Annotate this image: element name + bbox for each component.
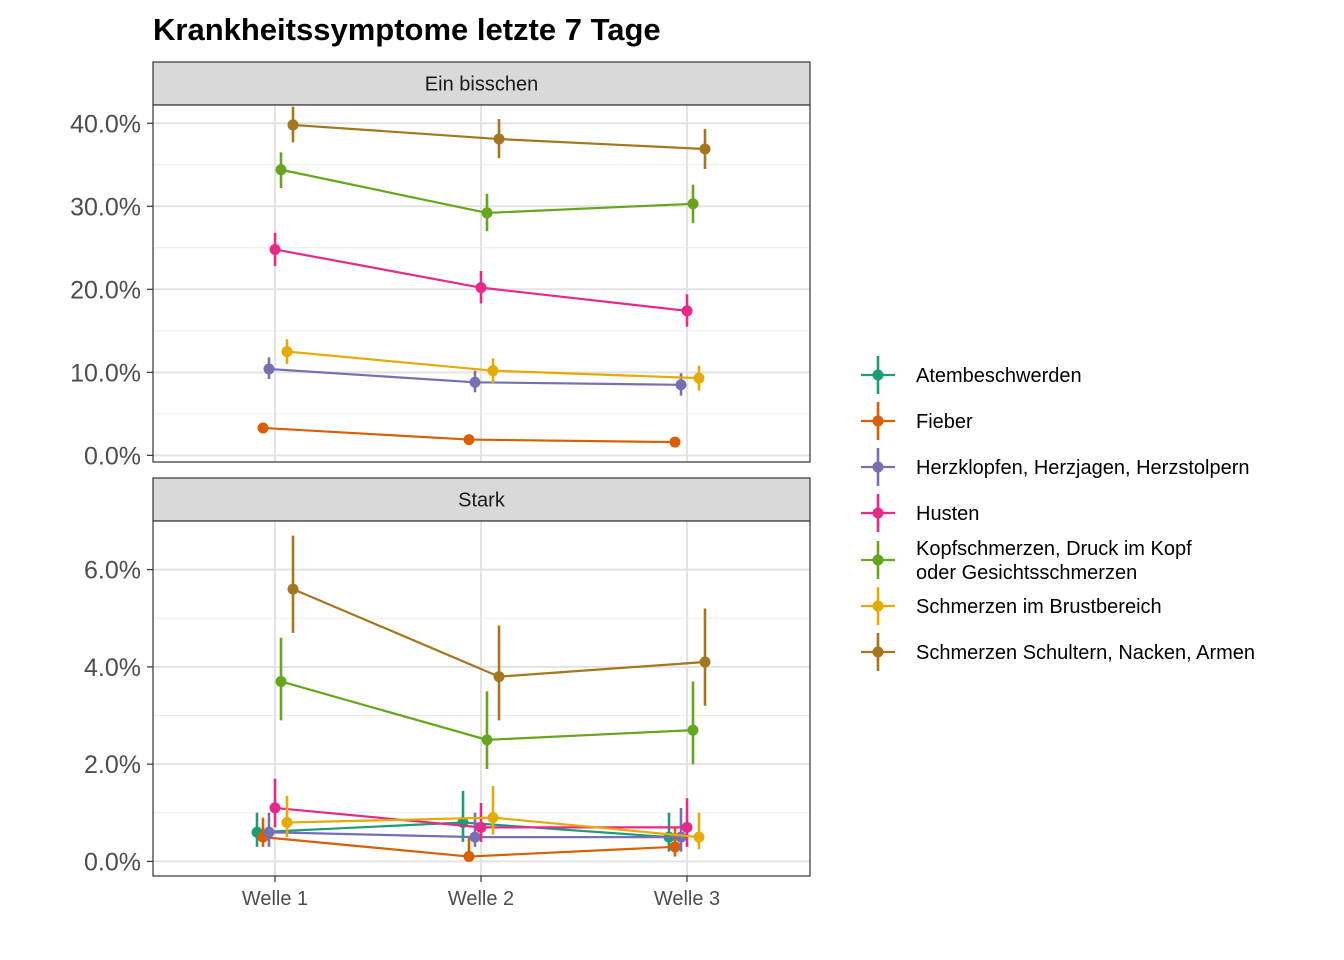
data-point [257, 422, 269, 434]
data-point [287, 583, 299, 595]
legend-item-1: Fieber [861, 402, 973, 440]
data-point [475, 282, 487, 294]
series-3 [269, 232, 693, 327]
data-point [481, 207, 493, 219]
data-point [481, 734, 493, 746]
data-point [493, 671, 505, 683]
strip-background [152, 477, 811, 522]
y-tick-label: 20.0% [70, 276, 141, 304]
data-point [669, 436, 681, 448]
strip-label: Ein bisschen [425, 74, 538, 96]
data-point [263, 826, 275, 838]
y-tick-label: 0.0% [84, 442, 141, 470]
legend-label: Schmerzen Schultern, Nacken, Armen [916, 642, 1255, 664]
series-5 [281, 786, 705, 850]
panel-border [152, 104, 811, 463]
data-point [669, 841, 681, 853]
legend-item-5: Schmerzen im Brustbereich [861, 587, 1162, 625]
data-point [699, 656, 711, 668]
legend-key-point [872, 369, 884, 381]
legend-item-3: Husten [861, 494, 979, 532]
legend-item-2: Herzklopfen, Herzjagen, Herzstolpern [861, 448, 1250, 486]
legend-key-point [872, 646, 884, 658]
data-point [475, 821, 487, 833]
series-6 [287, 106, 711, 169]
legend-label: oder Gesichtsschmerzen [916, 562, 1137, 584]
data-point [693, 831, 705, 843]
series-6 [287, 535, 711, 721]
legend-key-point [872, 461, 884, 473]
legend-key-point [872, 600, 884, 612]
data-point [275, 164, 287, 176]
data-point [675, 831, 687, 843]
y-tick-label: 2.0% [84, 751, 141, 779]
series-3 [269, 778, 693, 847]
x-tick-label: Welle 2 [448, 888, 514, 910]
legend-label: Atembeschwerden [916, 365, 1082, 387]
legend-label: Schmerzen im Brustbereich [916, 596, 1162, 618]
data-point [281, 817, 293, 829]
x-axis: Welle 1 Welle 2 Welle 3 [242, 876, 720, 910]
data-point [487, 365, 499, 377]
y-tick-label: 4.0% [84, 654, 141, 682]
facet-panels: Ein bisschen 0.0% 10.0% 20.0% 30.0% 40.0% Star… [70, 61, 811, 877]
legend-label: Husten [916, 503, 979, 525]
data-point [469, 376, 481, 388]
y-tick-label: 10.0% [70, 359, 141, 387]
data-point [687, 198, 699, 210]
data-point [681, 305, 693, 317]
series-2 [263, 357, 687, 396]
data-point [263, 363, 275, 375]
data-point [463, 434, 475, 446]
data-point [269, 243, 281, 255]
y-tick-label: 0.0% [84, 848, 141, 876]
x-tick-label: Welle 1 [242, 888, 308, 910]
data-point [469, 831, 481, 843]
facet-panel-1: Stark 0.0% 2.0% 4.0% 6.0% [84, 477, 811, 877]
legend-item-0: Atembeschwerden [861, 356, 1082, 394]
data-point [681, 821, 693, 833]
legend-key-point [872, 415, 884, 427]
data-point [487, 812, 499, 824]
legend-label: Herzklopfen, Herzjagen, Herzstolpern [916, 457, 1250, 479]
data-point [275, 675, 287, 687]
series-1 [257, 422, 681, 448]
series-5 [281, 339, 705, 391]
data-point [693, 372, 705, 384]
x-tick-label: Welle 3 [654, 888, 720, 910]
y-tick-label: 40.0% [70, 110, 141, 138]
series-1 [257, 817, 681, 863]
legend-key-point [872, 507, 884, 519]
legend-label: Kopfschmerzen, Druck im Kopf [916, 538, 1192, 560]
legend: Atembeschwerden Fieber Herzklopfen, Herzja… [861, 356, 1255, 671]
legend-item-6: Schmerzen Schultern, Nacken, Armen [861, 633, 1255, 671]
legend-label: Fieber [916, 411, 973, 433]
data-point [287, 119, 299, 131]
y-tick-label: 30.0% [70, 193, 141, 221]
data-point [281, 346, 293, 358]
strip-label: Stark [458, 490, 506, 512]
strip-background [152, 61, 811, 106]
data-point [687, 724, 699, 736]
data-point [675, 379, 687, 391]
data-point [493, 133, 505, 145]
data-point [463, 851, 475, 863]
series-4 [275, 637, 699, 770]
y-tick-label: 6.0% [84, 557, 141, 585]
data-point [699, 143, 711, 155]
facet-panel-0: Ein bisschen 0.0% 10.0% 20.0% 30.0% 40.0% [70, 61, 811, 470]
legend-key-point [872, 554, 884, 566]
data-point [269, 802, 281, 814]
chart-title: Krankheitssymptome letzte 7 Tage [153, 12, 661, 47]
series-4 [275, 152, 699, 232]
